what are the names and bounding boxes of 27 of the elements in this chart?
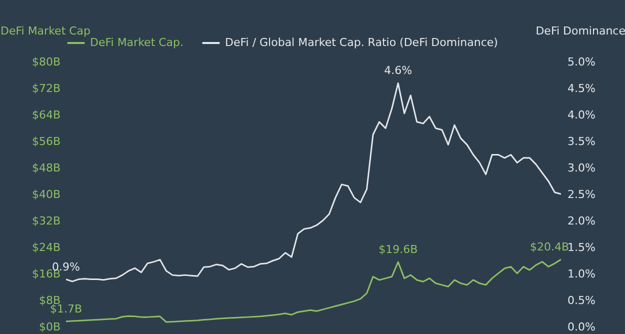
- y-tick-label: $32B: [32, 214, 60, 228]
- data-label: $20.4B: [530, 240, 569, 254]
- y-tick-label: $24B: [32, 241, 60, 254]
- legend-label: DeFi / Global Market Cap. Ratio (DeFi Dominance): [225, 36, 498, 49]
- y2-tick-label: 1.5%: [568, 241, 596, 254]
- legend-label: DeFi Market Cap.: [90, 36, 184, 49]
- y2-tick-label: 5.0%: [568, 56, 596, 68]
- y2-tick-label: 2.0%: [568, 214, 596, 228]
- y2-tick-label: 1.0%: [568, 268, 596, 280]
- y-tick-label: $40B: [32, 188, 60, 201]
- y-tick-label: $48B: [32, 162, 60, 174]
- y2-tick-label: 3.5%: [568, 135, 596, 148]
- y2-tick-label: 4.5%: [568, 82, 596, 95]
- y-tick-label: $64B: [32, 108, 60, 122]
- y-tick-label: $80B: [32, 56, 60, 68]
- y-tick-label: $0B: [38, 320, 60, 334]
- data-label: 4.6%: [384, 64, 412, 78]
- y2-tick-label: 0.0%: [568, 320, 596, 334]
- y-tick-label: $72B: [32, 82, 60, 95]
- y-tick-label: $56B: [32, 135, 60, 148]
- y2-tick-label: 0.5%: [568, 294, 596, 307]
- y2-tick-label: 3.0%: [568, 162, 596, 174]
- data-label: $19.6B: [378, 243, 418, 256]
- y2-axis-title: DeFi Dominance: [536, 24, 625, 38]
- y2-tick-label: 4.0%: [568, 108, 596, 122]
- y2-tick-label: 2.5%: [568, 188, 596, 201]
- y-axis-title: DeFi Market Cap: [0, 24, 91, 38]
